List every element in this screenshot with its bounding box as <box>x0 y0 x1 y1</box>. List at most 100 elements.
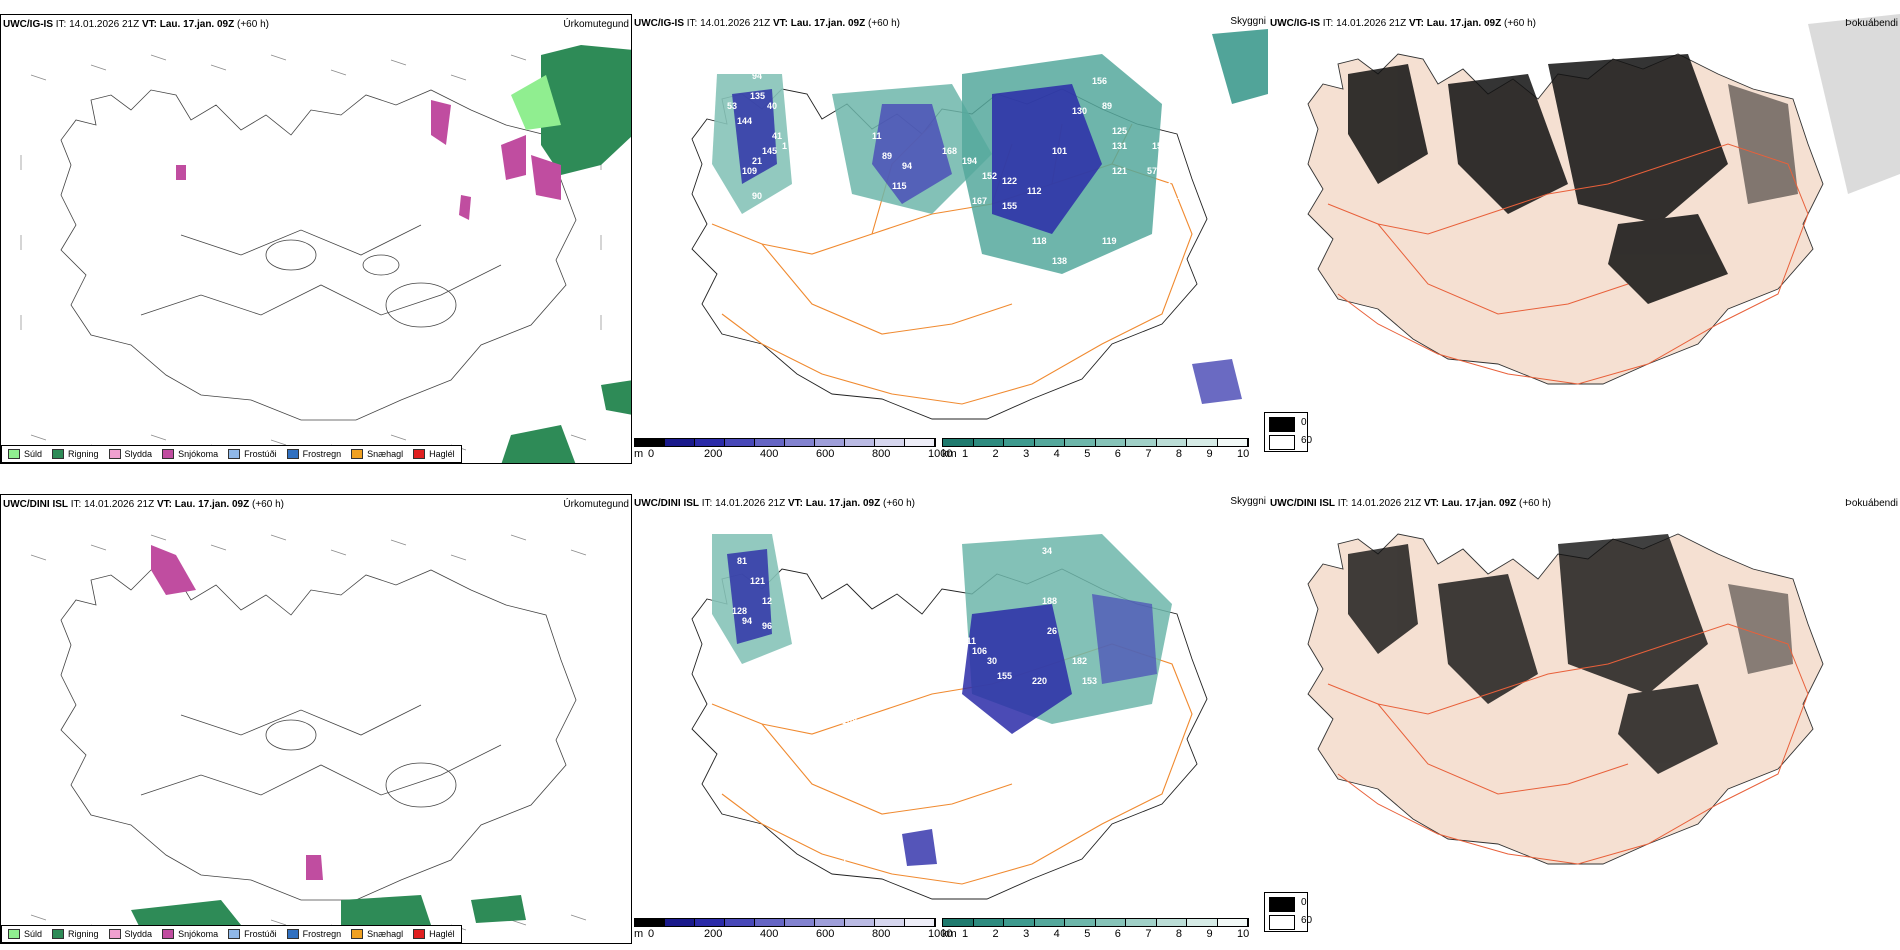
legend-item: Frostúði <box>228 929 277 939</box>
valid-time: Lau. 17.jan. 09Z <box>790 18 866 29</box>
cloud-base-label: 145 <box>762 146 777 156</box>
colorbar-segment <box>1126 919 1157 926</box>
cloud-base-label: 131 <box>1112 141 1127 151</box>
cloud-base-label: 118 <box>1032 236 1047 246</box>
legend-item: Snjókoma <box>162 449 218 459</box>
cloud-base-label: 1 <box>782 141 787 151</box>
legend-label: Haglél <box>429 449 455 459</box>
fog-legend-value: 0 <box>1301 417 1307 428</box>
model-name: UWC/DINI ISL <box>634 498 699 509</box>
colorbar-tick-label: 1000 <box>928 928 953 940</box>
fog-map-bottom <box>1307 533 1824 865</box>
product-type-top-vis: Skyggni <box>1230 16 1266 27</box>
cloud-base-label: 295 <box>1202 156 1217 166</box>
cloud-base-label: 94 <box>752 71 762 81</box>
roads <box>1327 623 1809 865</box>
valid-time: Lau. 17.jan. 09Z <box>174 499 250 510</box>
cloud-base-label: 152 <box>982 171 997 181</box>
lead-time: (+60 h) <box>883 498 915 509</box>
legend-item: Frostregn <box>286 449 342 459</box>
cloud-base-label: 26 <box>1047 626 1057 636</box>
cloud-base-label: 182 <box>1072 656 1087 666</box>
vis-bar <box>942 918 1249 927</box>
model-name: UWC/DINI ISL <box>1270 498 1335 509</box>
model-name: UWC/DINI ISL <box>3 499 68 510</box>
cloud-base-label: 90 <box>752 191 762 201</box>
cloud-base-unit: m <box>634 928 644 940</box>
legend-item: Snjókoma <box>162 929 218 939</box>
cloud-base-label: 101 <box>1052 146 1067 156</box>
legend-label: Frostregn <box>302 929 342 939</box>
legend-swatch <box>286 929 299 939</box>
product-type-top-precip: Úrkomutegund <box>563 19 629 30</box>
legend-swatch <box>162 929 175 939</box>
cloud-base-colorbar-top: m 0 200 400 600 800 1000 <box>634 438 952 462</box>
cloud-base-label: 94 <box>742 616 752 626</box>
colorbar-segment <box>785 439 815 446</box>
vis-cloud-areas <box>712 534 1172 866</box>
cloud-base-label: 108 <box>842 716 857 726</box>
legend-item: Frostúði <box>228 449 277 459</box>
legend-item: Súld <box>8 929 42 939</box>
vis-cloud-areas <box>712 29 1268 404</box>
cloud-base-label: 125 <box>1112 126 1127 136</box>
valid-time-label: VT: <box>156 499 172 510</box>
legend-label: Frostregn <box>302 449 342 459</box>
colorbar-segment <box>1065 439 1096 446</box>
legend-item: Slydda <box>108 929 153 939</box>
precip-panel-bottom: UWC/DINI ISL IT: 14.01.2026 21Z VT: Lau.… <box>0 494 632 944</box>
cloud-base-label: 41 <box>772 131 782 141</box>
lead-time: (+60 h) <box>1504 18 1536 29</box>
colorbar-segment <box>1187 919 1218 926</box>
legend-item: Haglél <box>413 929 455 939</box>
cloud-base-label: 10 <box>1177 191 1187 201</box>
colorbar-tick-label: 7 <box>1145 448 1152 460</box>
colorbar-segment <box>943 439 974 446</box>
colorbar-tick-label: 4 <box>1053 928 1060 940</box>
vis-unit: km <box>942 928 957 940</box>
legend-label: Haglél <box>429 929 455 939</box>
cloud-base-label: 30 <box>987 656 997 666</box>
fog-swatch-60 <box>1269 915 1295 930</box>
legend-label: Slydda <box>124 929 153 939</box>
init-time: IT: 14.01.2026 21Z <box>701 498 786 509</box>
cloud-base-label: 167 <box>972 196 987 206</box>
colorbar-segment <box>1065 919 1096 926</box>
cloud-base-label: 156 <box>1092 76 1107 86</box>
colorbar-tick-label: 200 <box>704 448 723 460</box>
fog-swatch-60 <box>1269 435 1295 450</box>
valid-time-label: VT: <box>1423 498 1439 509</box>
colorbar-segment <box>1034 919 1065 926</box>
cloud-base-label: 135 <box>750 91 765 101</box>
colorbar-tick-label: 10 <box>1237 928 1250 940</box>
legend-item: Snæhagl <box>351 449 403 459</box>
legend-label: Frostúði <box>244 449 277 459</box>
colorbar-segment <box>815 439 845 446</box>
cloud-base-label: 121 <box>750 576 765 586</box>
colorbar-segment <box>1156 439 1187 446</box>
lead-time: (+60 h) <box>237 19 269 30</box>
precip-header-bottom: UWC/DINI ISL IT: 14.01.2026 21Z VT: Lau.… <box>3 499 284 511</box>
colorbar-segment <box>725 919 755 926</box>
precip-header-top: UWC/IG-IS IT: 14.01.2026 21Z VT: Lau. 17… <box>3 19 269 31</box>
colorbar-tick-label: 800 <box>872 448 891 460</box>
colorbar-tick-label: 1000 <box>928 448 953 460</box>
fog-swatch-0 <box>1269 897 1295 912</box>
vis-bar <box>942 438 1249 447</box>
cloud-base-label: 155 <box>1002 201 1017 211</box>
cloud-base-label: 128 <box>732 606 747 616</box>
precip-areas <box>176 45 631 463</box>
lead-time: (+60 h) <box>868 18 900 29</box>
cloud-base-label: 81 <box>737 556 747 566</box>
cloud-base-label: 134 <box>807 606 822 616</box>
vis-colorbar-bottom: km 1 2 3 4 5 6 7 8 9 10 <box>942 918 1262 942</box>
legend-swatch <box>351 929 364 939</box>
colorbar-segment <box>875 919 905 926</box>
colorbar-tick-label: 2 <box>992 448 999 460</box>
legend-label: Frostúði <box>244 929 277 939</box>
cloud-base-label: 1 <box>842 856 847 866</box>
colorbar-tick-label: 6 <box>1114 448 1121 460</box>
cloud-base-label: 112 <box>1027 186 1042 196</box>
legend-label: Rigning <box>68 449 99 459</box>
